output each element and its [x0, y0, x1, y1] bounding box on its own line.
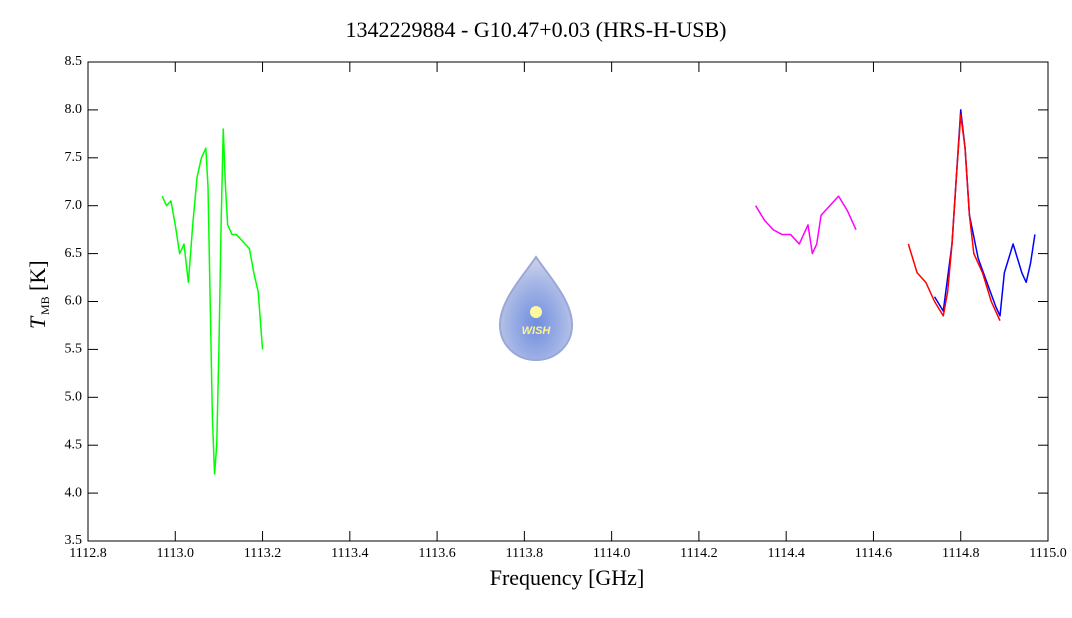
logo-star [530, 306, 542, 318]
y-tick-label: 4.0 [65, 485, 83, 500]
y-tick-label: 8.0 [65, 102, 83, 117]
y-axis-subscript: MB [38, 296, 52, 315]
spectrum-line [933, 109, 1036, 317]
x-axis-title: Frequency [GHz] [490, 565, 645, 590]
y-tick-label: 7.0 [65, 198, 83, 213]
x-tick-label: 1114.4 [767, 546, 804, 561]
y-axis-symbol: T [25, 315, 50, 329]
plot-frame [87, 61, 1049, 542]
x-tick-label: 1114.2 [680, 546, 717, 561]
x-tick-label: 1114.0 [593, 546, 630, 561]
y-tick-label: 6.5 [65, 246, 83, 261]
y-axis-title: T MB [K] [25, 260, 52, 329]
y-tick-label: 6.0 [65, 294, 83, 309]
x-tick-label: 1115.0 [1029, 546, 1066, 561]
y-tick-label: 4.5 [65, 437, 83, 452]
y-tick-label: 7.5 [65, 150, 83, 165]
x-tick-label: 1113.8 [506, 546, 543, 561]
x-tick-label: 1113.2 [244, 546, 281, 561]
x-tick-label: 1112.8 [69, 546, 106, 561]
y-tick-label: 8.5 [65, 54, 83, 69]
y-axis-unit: [K] [25, 260, 50, 291]
y-tick-label: 5.5 [65, 342, 83, 357]
x-tick-label: 1113.6 [418, 546, 455, 561]
chart-title: 1342229884 - G10.47+0.03 (HRS-H-USB) [346, 17, 727, 42]
spectrum-line [907, 113, 1001, 321]
y-tick-label: 5.0 [65, 390, 83, 405]
logo: WISH [498, 255, 574, 362]
spectrum-line [161, 128, 264, 475]
x-tick-label: 1114.6 [855, 546, 892, 561]
logo-text: WISH [522, 325, 552, 337]
y-tick-label: 3.5 [65, 533, 83, 548]
x-tick-label: 1114.8 [942, 546, 979, 561]
x-tick-label: 1113.4 [331, 546, 368, 561]
spectrum-line [754, 195, 857, 255]
x-tick-label: 1113.0 [157, 546, 194, 561]
